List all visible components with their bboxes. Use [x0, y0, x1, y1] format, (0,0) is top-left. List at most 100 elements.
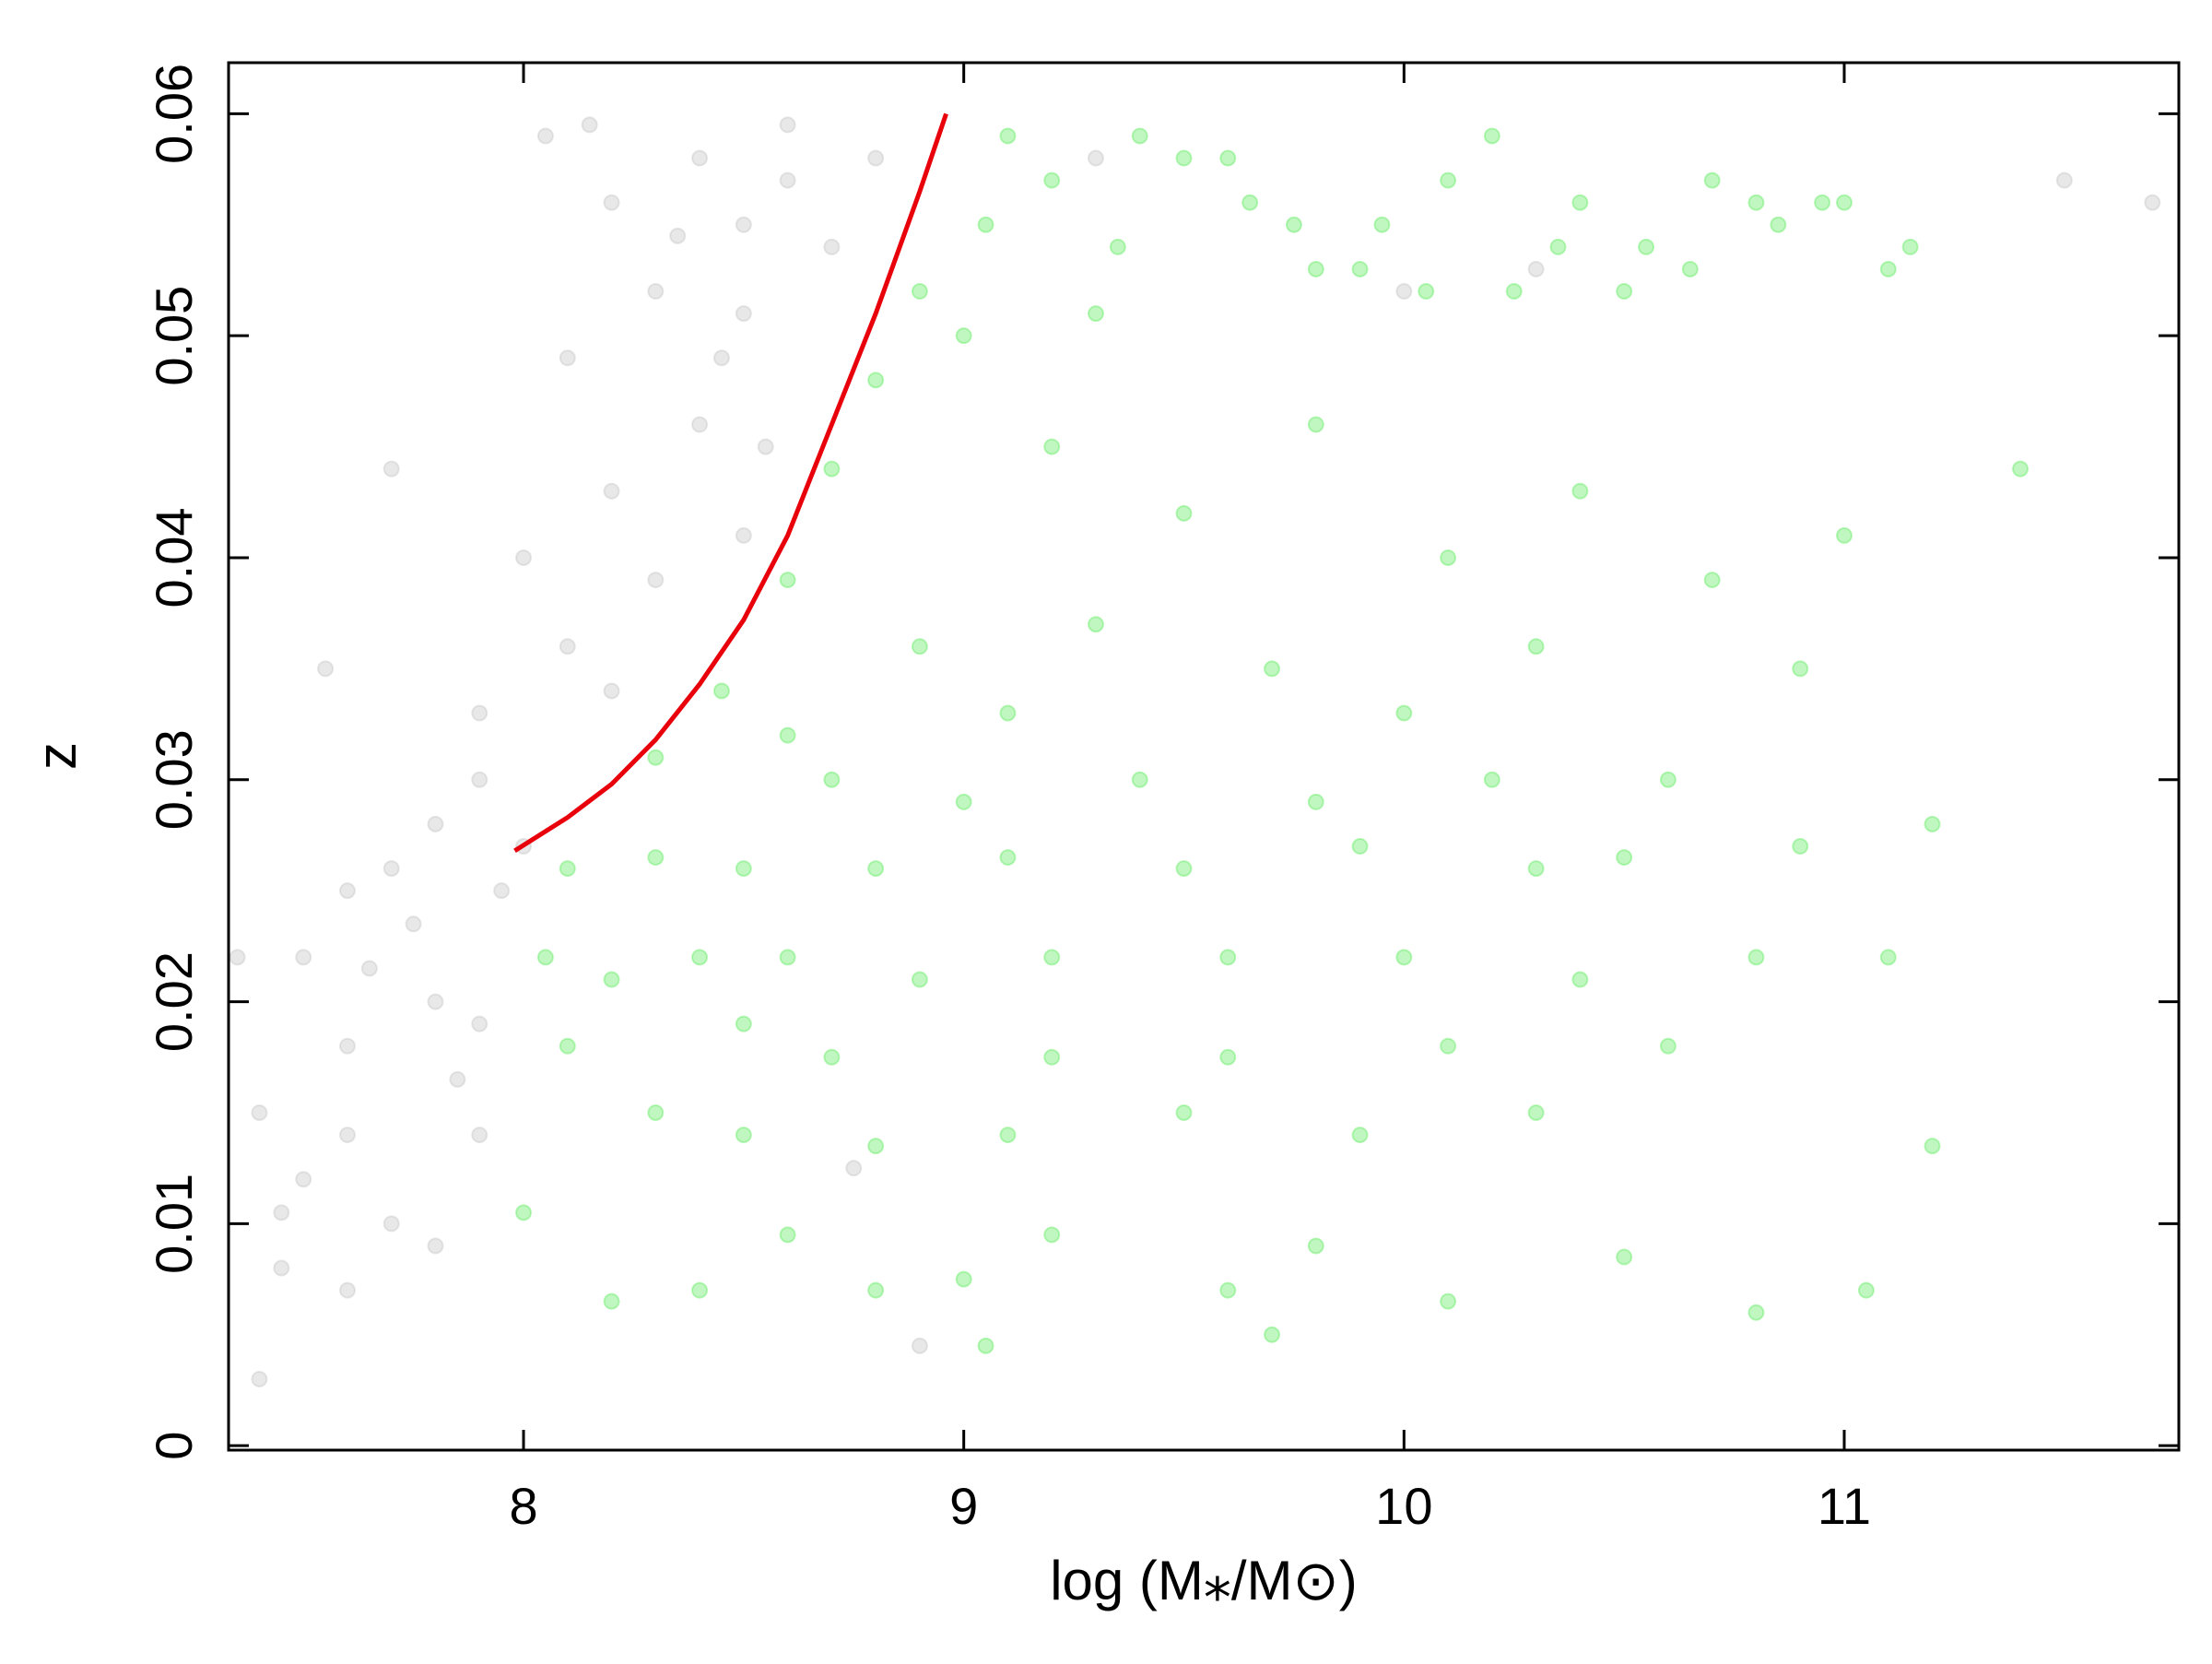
point: [1792, 838, 1809, 856]
point: [1747, 194, 1765, 211]
point: [823, 771, 841, 788]
point: [955, 327, 972, 345]
point: [427, 993, 444, 1010]
y-axis-label: z: [26, 742, 88, 770]
point: [1219, 1048, 1237, 1066]
point: [1527, 260, 1545, 277]
point: [1549, 238, 1567, 255]
point: [1175, 504, 1193, 522]
point: [1395, 704, 1413, 722]
point: [251, 1370, 268, 1387]
point: [536, 949, 554, 966]
point: [1264, 660, 1281, 678]
y-tick-label: 0.03: [145, 729, 203, 830]
point: [1440, 1037, 1457, 1055]
point: [1351, 1127, 1369, 1144]
point: [1703, 572, 1721, 589]
point: [1395, 283, 1413, 301]
point: [955, 1270, 972, 1288]
point: [1616, 283, 1633, 301]
point: [449, 1070, 466, 1088]
point: [1571, 971, 1589, 988]
point: [338, 1127, 356, 1144]
point: [647, 849, 665, 867]
point: [427, 815, 444, 832]
point: [1483, 127, 1500, 145]
point: [691, 949, 709, 966]
point: [647, 283, 665, 301]
point: [603, 1292, 620, 1310]
point: [999, 849, 1017, 867]
point: [867, 1138, 885, 1155]
x-tick-label: 11: [1818, 1477, 1871, 1535]
point: [1043, 1048, 1061, 1066]
point: [647, 749, 665, 766]
point: [1043, 1226, 1061, 1244]
point: [911, 638, 928, 655]
point: [647, 572, 665, 589]
point: [779, 726, 796, 744]
point: [911, 283, 928, 301]
y-tick-label: 0.04: [145, 507, 203, 608]
point: [471, 1127, 488, 1144]
point: [823, 1048, 841, 1066]
point: [1659, 1037, 1677, 1055]
point: [1814, 194, 1831, 211]
point: [581, 116, 598, 134]
point: [735, 526, 752, 544]
point: [1924, 1138, 1941, 1155]
point: [559, 1037, 576, 1055]
y-tick-label: 0: [145, 1432, 203, 1460]
point: [735, 305, 752, 323]
point: [691, 149, 709, 167]
point: [1043, 171, 1061, 189]
point: [1879, 260, 1897, 277]
point: [867, 860, 885, 878]
point: [338, 882, 356, 900]
point: [338, 1281, 356, 1299]
point: [2012, 460, 2030, 478]
point: [1747, 949, 1765, 966]
point: [1109, 238, 1126, 255]
point: [1440, 171, 1457, 189]
point: [669, 227, 687, 244]
point: [1087, 305, 1104, 323]
point: [1219, 149, 1237, 167]
point: [1307, 260, 1324, 277]
point: [1131, 771, 1148, 788]
point: [1175, 149, 1193, 167]
point: [559, 638, 576, 655]
point: [515, 1204, 533, 1221]
point: [1307, 1237, 1324, 1255]
point: [536, 127, 554, 145]
point: [1307, 793, 1324, 810]
point: [1879, 949, 1897, 966]
point: [603, 971, 620, 988]
point: [405, 915, 422, 933]
point: [779, 171, 796, 189]
y-tick-label: 0.02: [145, 951, 203, 1052]
point: [735, 216, 752, 233]
point: [603, 482, 620, 500]
y-tick-label: 0.06: [145, 64, 203, 164]
point: [471, 771, 488, 788]
point: [1747, 1304, 1765, 1321]
point: [493, 882, 511, 900]
point: [823, 460, 841, 478]
point: [779, 949, 796, 966]
point: [911, 1337, 928, 1354]
point: [1175, 1103, 1193, 1121]
point: [1440, 549, 1457, 566]
point: [1219, 1281, 1237, 1299]
point: [1770, 216, 1787, 233]
x-tick-label: 8: [509, 1477, 537, 1535]
point: [1175, 860, 1193, 878]
point: [382, 860, 400, 878]
point: [1527, 1103, 1545, 1121]
point: [1703, 171, 1721, 189]
point: [779, 116, 796, 134]
point: [1616, 1248, 1633, 1266]
point: [1857, 1281, 1875, 1299]
